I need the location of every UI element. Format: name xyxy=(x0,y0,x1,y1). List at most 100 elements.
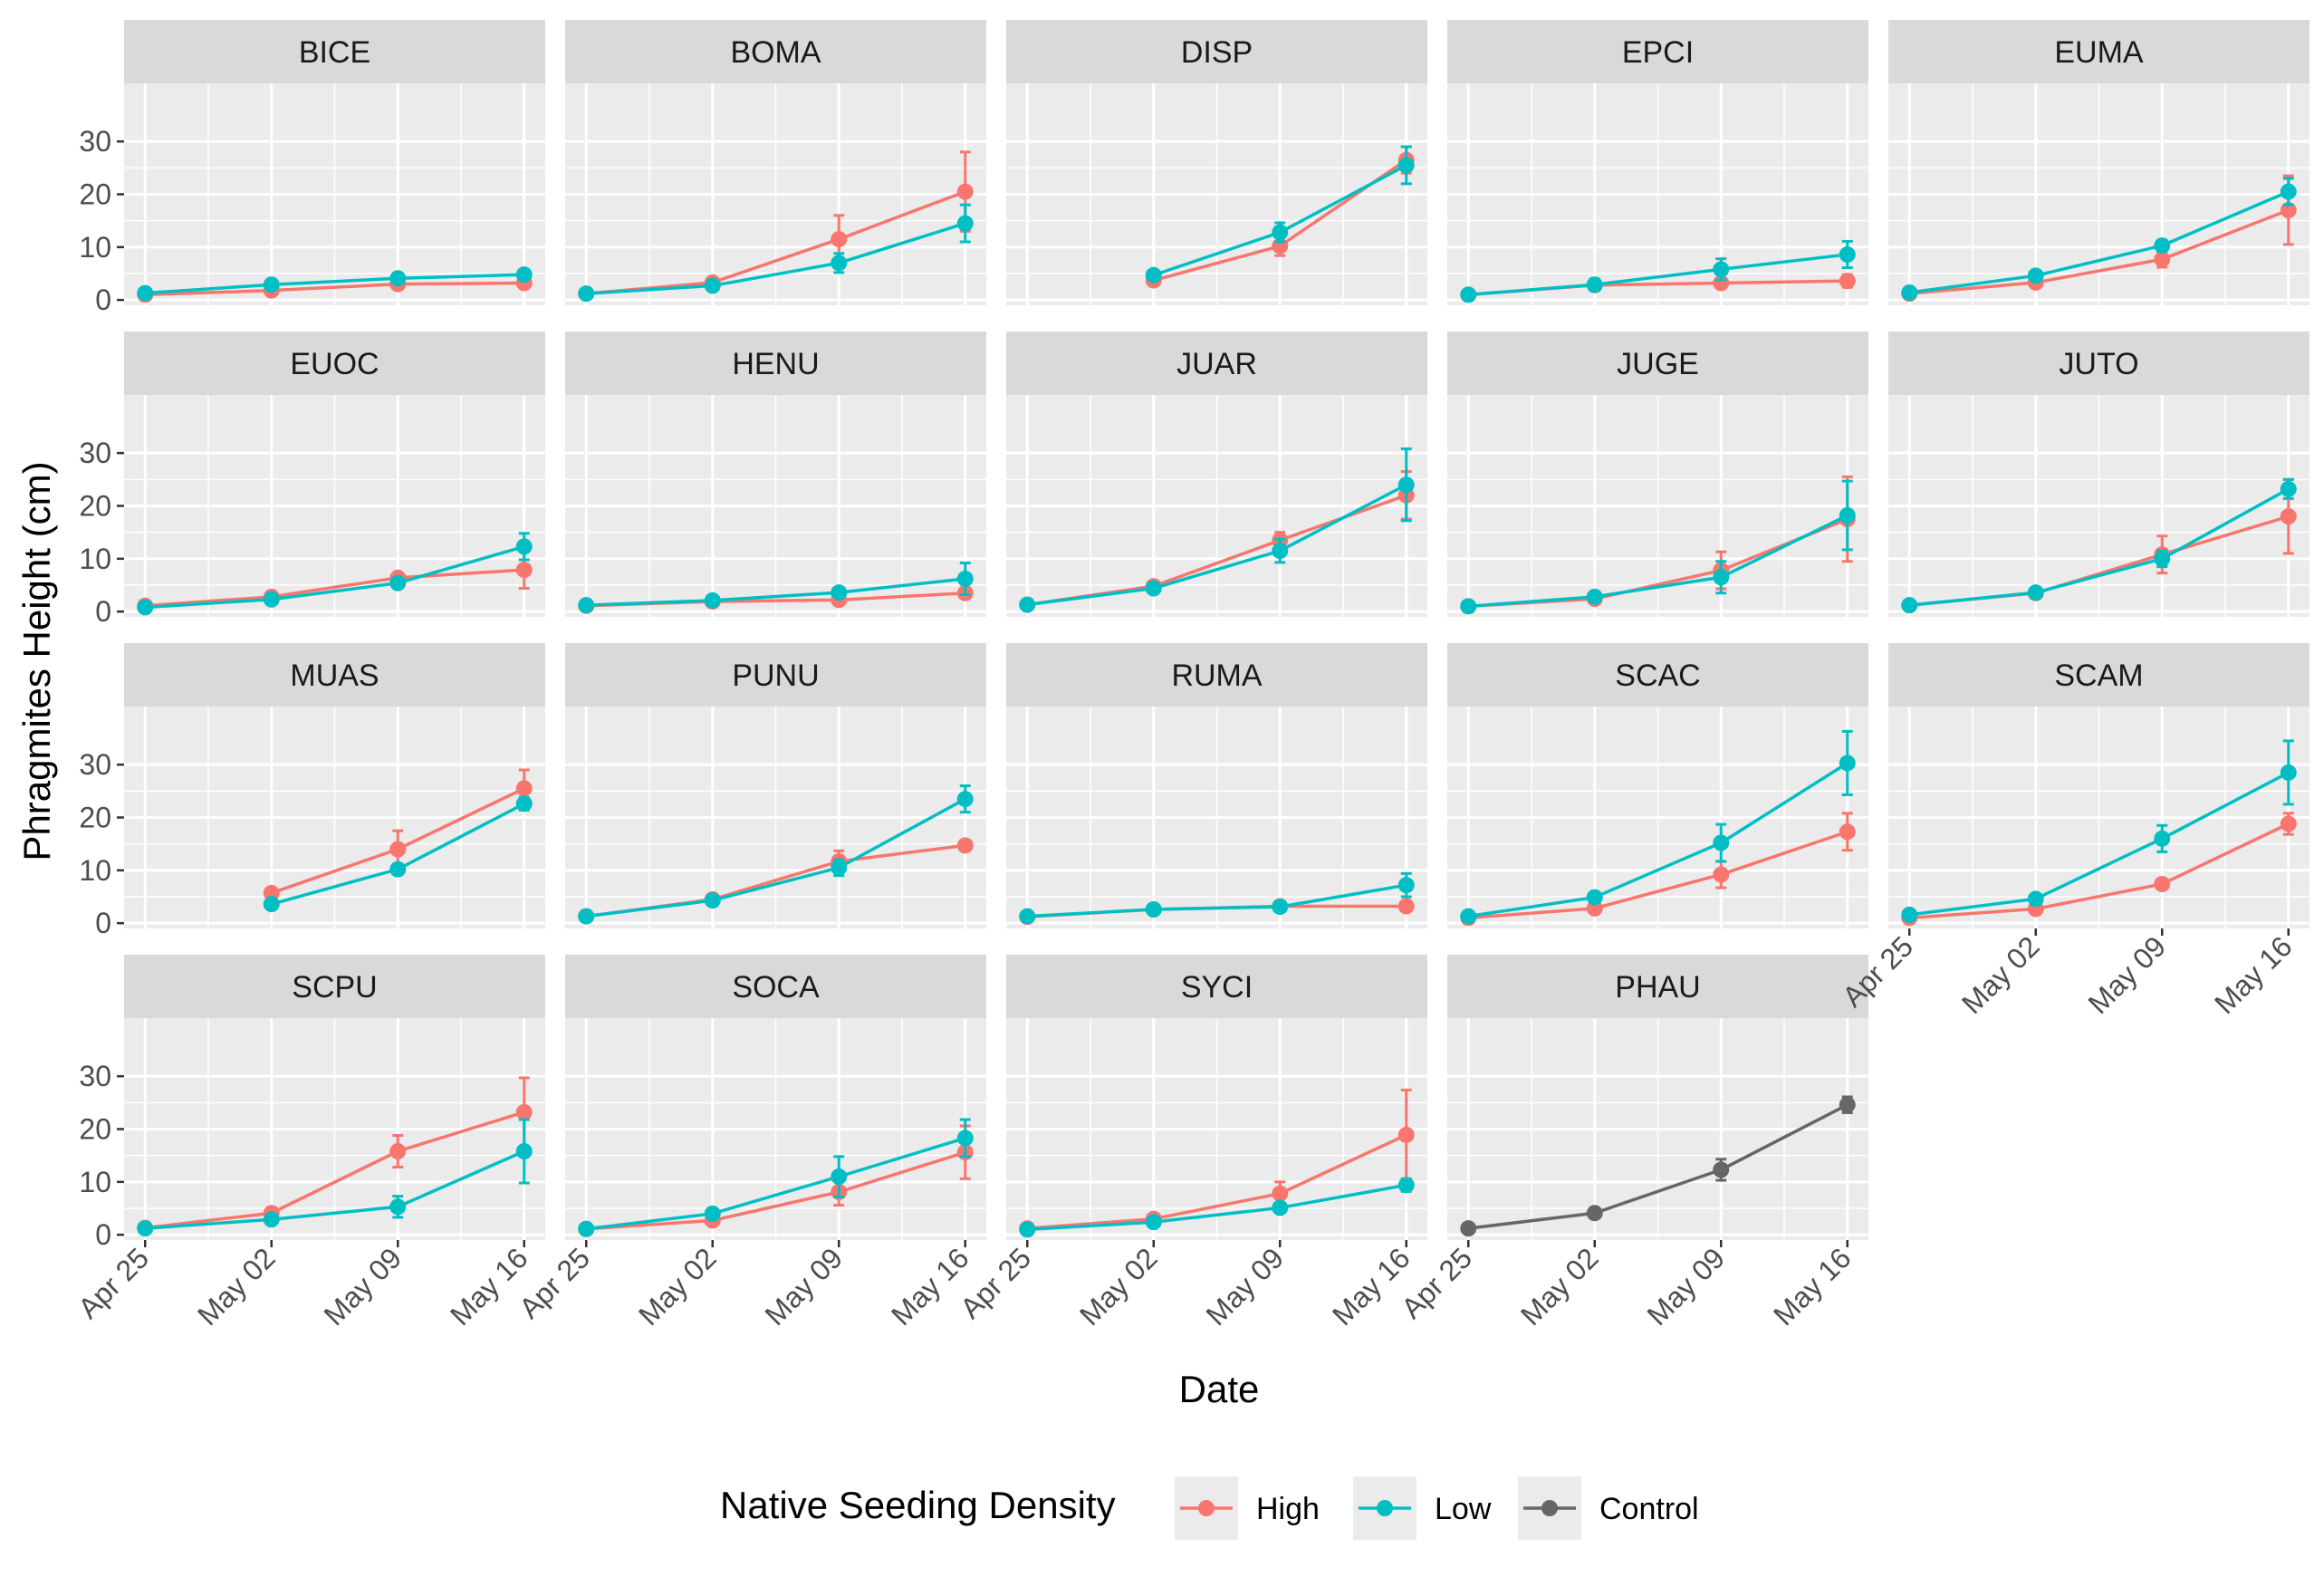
data-point xyxy=(2027,584,2044,601)
panel-bice: BICE xyxy=(124,20,545,305)
series-line xyxy=(1468,1103,1849,1230)
legend-key-point xyxy=(1541,1500,1558,1516)
series-line xyxy=(145,281,524,297)
series-line xyxy=(1468,830,1849,920)
data-point xyxy=(263,896,280,913)
data-point xyxy=(137,599,154,616)
strip-label: RUMA xyxy=(1171,659,1262,693)
x-tick-label: May 16 xyxy=(444,1241,534,1332)
legend-entry-control: Control xyxy=(1518,1476,1699,1540)
data-point xyxy=(1145,901,1162,918)
data-point xyxy=(2027,890,2044,908)
panel-scpu: SCPU xyxy=(124,955,545,1240)
panel-syci: SYCI xyxy=(1006,955,1427,1240)
y-tick-label: 10 xyxy=(79,231,111,264)
strip-label: SCAM xyxy=(2054,659,2143,693)
data-point xyxy=(1460,908,1477,925)
panel-juto: JUTO xyxy=(1888,332,2310,617)
series-line xyxy=(1468,253,1848,297)
data-point xyxy=(1586,889,1603,906)
data-point xyxy=(263,591,280,608)
x-tick-label: Apr 25 xyxy=(954,1241,1037,1324)
x-tick-label: May 16 xyxy=(885,1241,975,1332)
legend-entry-low: Low xyxy=(1353,1476,1492,1540)
data-point xyxy=(263,276,280,293)
panel-juar: JUAR xyxy=(1006,332,1427,617)
data-point xyxy=(1586,588,1603,605)
series-low xyxy=(1460,729,1856,925)
y-tick-label: 10 xyxy=(79,543,111,575)
y-tick-label: 20 xyxy=(79,178,111,211)
panel-euoc: EUOC xyxy=(124,332,545,617)
strip-label: PUNU xyxy=(732,659,819,693)
data-point xyxy=(515,562,533,579)
data-point xyxy=(1839,273,1856,290)
strip-background xyxy=(565,955,986,1018)
series-line xyxy=(1909,487,2290,607)
data-point xyxy=(831,231,848,248)
strip-label: SCPU xyxy=(292,970,377,1005)
strip-background xyxy=(124,20,545,83)
data-point xyxy=(389,270,407,287)
strip-background xyxy=(1447,332,1868,395)
strip-label: PHAU xyxy=(1615,970,1700,1005)
x-tick-label: May 02 xyxy=(1514,1241,1605,1332)
strip-label: JUTO xyxy=(2059,347,2138,381)
data-point xyxy=(956,183,974,200)
series-line xyxy=(145,1111,525,1230)
y-tick-label: 30 xyxy=(79,748,111,781)
data-point xyxy=(515,538,533,555)
data-point xyxy=(956,215,974,232)
strip-background xyxy=(1447,955,1868,1018)
data-point xyxy=(1586,1205,1603,1222)
data-point xyxy=(137,1220,154,1237)
data-point xyxy=(831,584,848,601)
series-low xyxy=(137,1118,533,1237)
series-low xyxy=(137,266,533,302)
data-point xyxy=(389,1198,407,1216)
data-point xyxy=(2154,550,2171,567)
data-point xyxy=(578,285,595,303)
data-point xyxy=(1460,598,1477,615)
data-point xyxy=(1397,1126,1415,1143)
strip-label: SYCI xyxy=(1181,970,1253,1005)
data-point xyxy=(1713,1161,1730,1178)
panel-scac: SCAC xyxy=(1447,643,1868,928)
series-line xyxy=(586,797,966,918)
legend-entry-high: High xyxy=(1175,1476,1320,1540)
y-tick-label: 20 xyxy=(79,802,111,834)
data-point xyxy=(263,1211,280,1228)
strip-label: BICE xyxy=(299,35,370,70)
strip-background xyxy=(1888,20,2310,83)
x-tick-label: May 09 xyxy=(759,1241,850,1332)
data-point xyxy=(1460,286,1477,303)
data-point xyxy=(956,791,974,808)
series-line xyxy=(586,221,966,295)
series-line xyxy=(586,577,965,607)
data-point xyxy=(515,266,533,284)
data-point xyxy=(515,780,533,797)
y-tick-label: 30 xyxy=(79,1060,111,1092)
panel-euma: EUMA xyxy=(1888,20,2310,305)
strip-background xyxy=(1447,20,1868,83)
strip-label: SCAC xyxy=(1615,659,1700,693)
series-line xyxy=(1909,189,2290,294)
x-tick-label: May 16 xyxy=(1767,1241,1858,1332)
series-low xyxy=(1019,447,1415,613)
series-line xyxy=(145,544,525,610)
strip-background xyxy=(1006,20,1427,83)
y-tick-label: 0 xyxy=(95,1218,111,1251)
data-point xyxy=(389,574,407,591)
data-point xyxy=(1397,476,1415,494)
strip-background xyxy=(565,20,986,83)
data-point xyxy=(1901,597,1918,614)
data-point xyxy=(1397,877,1415,894)
panel-soca: SOCA xyxy=(565,955,986,1240)
data-point xyxy=(1272,899,1289,916)
data-point xyxy=(704,277,721,294)
series-low xyxy=(137,532,533,616)
data-point xyxy=(1397,157,1415,174)
data-point xyxy=(1713,569,1730,586)
series-line xyxy=(1909,822,2290,920)
x-tick-label: May 09 xyxy=(318,1241,408,1332)
